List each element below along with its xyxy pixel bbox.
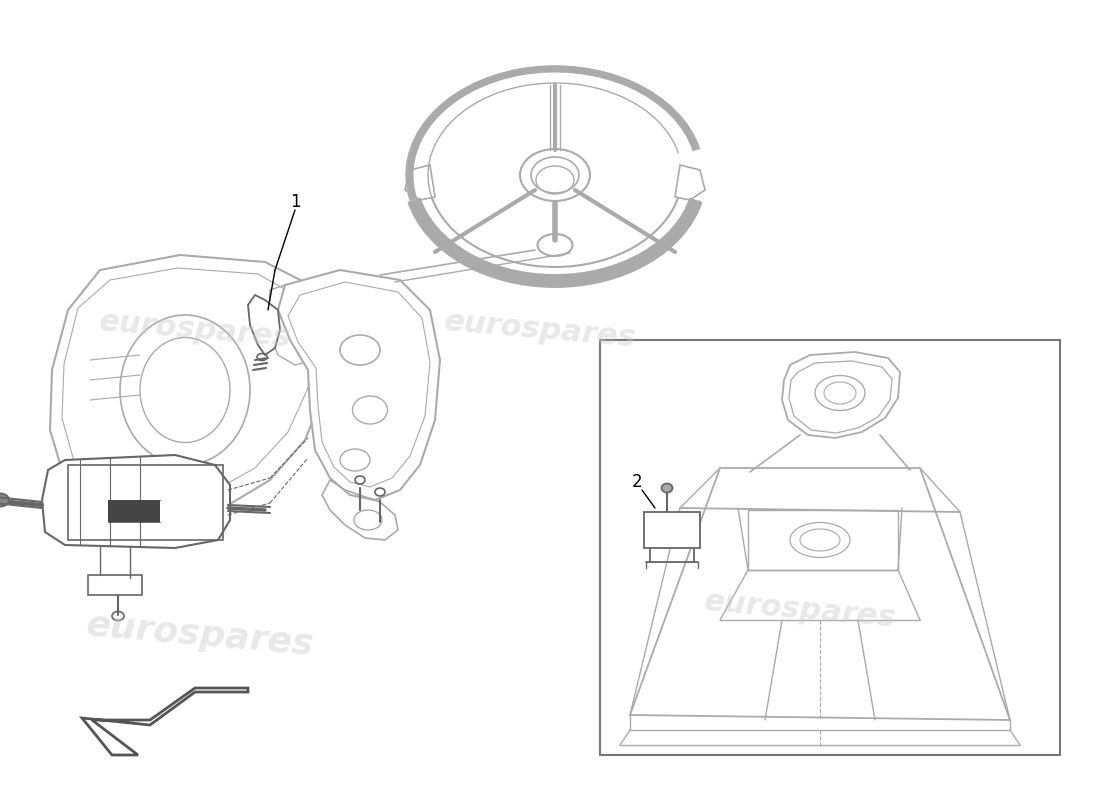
- Ellipse shape: [661, 483, 672, 493]
- Text: 1: 1: [289, 193, 300, 211]
- Polygon shape: [42, 455, 230, 548]
- Bar: [108, 500, 159, 522]
- Bar: [68, 465, 223, 540]
- Polygon shape: [248, 295, 280, 355]
- Text: eurospares: eurospares: [703, 587, 898, 633]
- Text: eurospares: eurospares: [98, 307, 293, 353]
- Bar: [88, 575, 142, 595]
- Ellipse shape: [0, 494, 9, 506]
- Text: eurospares: eurospares: [85, 608, 316, 662]
- Polygon shape: [82, 688, 248, 755]
- Polygon shape: [782, 352, 900, 438]
- Text: eurospares: eurospares: [442, 307, 637, 353]
- Bar: [644, 512, 700, 548]
- Bar: [600, 340, 1060, 755]
- Text: 2: 2: [631, 473, 642, 491]
- Bar: [748, 510, 898, 570]
- Polygon shape: [50, 255, 330, 520]
- Polygon shape: [278, 270, 440, 500]
